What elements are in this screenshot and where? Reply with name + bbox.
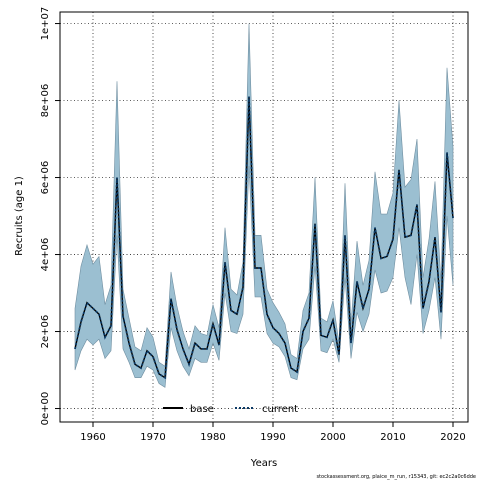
y-tick-label: 6e+06 — [40, 161, 51, 195]
x-tick-label: 2020 — [440, 432, 465, 443]
series-lines — [74, 96, 454, 380]
y-tick-label: 8e+06 — [40, 84, 51, 118]
y-axis: 0e+00 2e+06 4e+06 6e+06 8e+06 1e+07 — [40, 7, 60, 426]
y-tick-label: 4e+06 — [40, 238, 51, 272]
x-axis-title: Years — [250, 458, 277, 469]
footer-note: stockassessment.org, plaice_m_run, r1534… — [316, 474, 476, 480]
y-axis-title: Recruits (age 1) — [14, 176, 25, 256]
x-tick-label: 2000 — [320, 432, 345, 443]
legend-base-label: base — [190, 404, 214, 415]
y-tick-label: 1e+07 — [40, 7, 51, 41]
x-tick-label: 1970 — [140, 432, 165, 443]
series-line-current — [74, 96, 454, 380]
x-axis: 1960 1970 1980 1990 2000 2010 2020 — [80, 422, 466, 443]
x-tick-label: 2010 — [380, 432, 405, 443]
x-tick-label: 1990 — [260, 432, 285, 443]
legend-current-label: current — [262, 404, 298, 415]
legend: base current — [163, 404, 298, 415]
x-tick-label: 1980 — [200, 432, 225, 443]
y-tick-label: 2e+06 — [40, 315, 51, 349]
confidence-band-area — [74, 23, 454, 388]
x-tick-label: 1960 — [80, 432, 105, 443]
plot-frame — [59, 11, 469, 423]
y-tick-label: 0e+00 — [40, 392, 51, 426]
confidence-band — [74, 23, 454, 388]
